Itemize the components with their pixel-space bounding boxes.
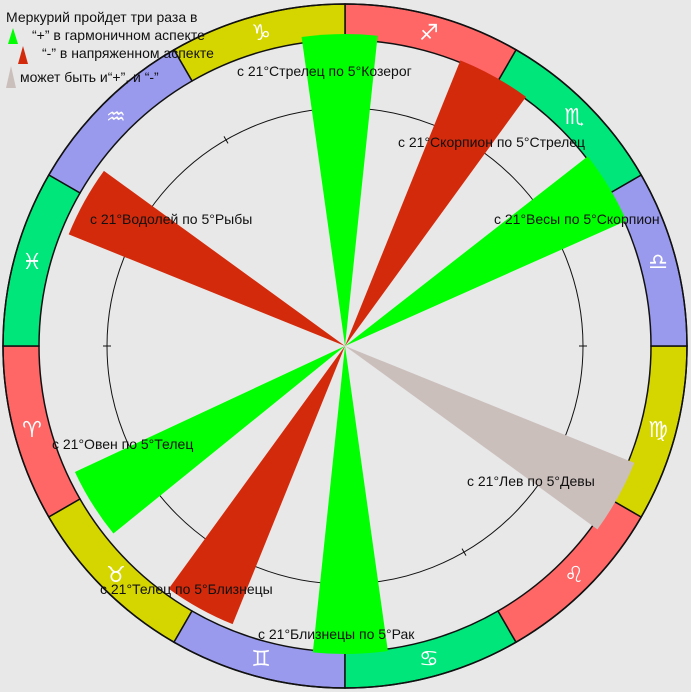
capricorn-icon: ♑ <box>251 21 271 46</box>
libra-icon: ♎ <box>648 250 668 275</box>
aries-icon: ♈ <box>22 418 42 443</box>
transit-wedges <box>68 34 635 654</box>
wedge-sagittarius-capricorn <box>301 34 378 347</box>
tick-mark <box>461 548 467 556</box>
label-scorpio-sagittarius: с 21°Скорпион по 5°Стрелец <box>398 134 585 150</box>
gemini-icon: ♊ <box>251 647 271 672</box>
label-libra-scorpio: с 21°Весы по 5°Скорпион <box>494 211 660 227</box>
wedge-aries-taurus <box>74 346 345 534</box>
wedge-gemini-cancer <box>312 346 388 654</box>
legend-minus: “-” в напряженном аспекте <box>6 44 214 64</box>
aquarius-icon: ♒ <box>106 105 126 130</box>
wedge-scorpio-sagittarius <box>345 60 527 347</box>
sagittarius-icon: ♐ <box>419 21 439 46</box>
legend-title: Меркурий пройдет три раза в <box>6 8 214 26</box>
legend-title-text: Меркурий пройдет три раза в <box>6 9 198 25</box>
cancer-icon: ♋ <box>419 647 439 672</box>
tick-mark <box>223 136 229 144</box>
label-leo-virgo: с 21°Лев по 5°Девы <box>467 473 595 489</box>
neutral-swatch-icon <box>6 66 16 88</box>
wedge-leo-virgo <box>345 346 635 530</box>
negative-swatch-icon <box>18 46 28 64</box>
wedge-aquarius-pisces <box>68 170 345 346</box>
label-gemini-cancer: с 21°Близнецы по 5°Рак <box>258 626 415 642</box>
scorpio-icon: ♏ <box>564 105 584 130</box>
virgo-icon: ♍ <box>648 418 668 443</box>
wedge-libra-scorpio <box>345 156 627 346</box>
legend-both: может быть и“+”, и “-” <box>6 66 214 88</box>
transit-labels: с 21°Стрелец по 5°Козерог с 21°Скорпион п… <box>52 63 660 642</box>
zodiac-ring: ♈ ♉ ♊ ♋ ♌ ♍ ♎ ♏ ♐ ♑ ♒ ♓ <box>2 3 688 689</box>
label-sagittarius-capricorn: с 21°Стрелец по 5°Козерог <box>237 63 412 79</box>
pisces-icon: ♓ <box>22 250 42 275</box>
legend-plus-text: “+” в гармоничном аспекте <box>32 27 205 43</box>
leo-icon: ♌ <box>564 563 584 588</box>
positive-swatch-icon <box>8 28 18 44</box>
legend-plus: “+” в гармоничном аспекте <box>6 26 214 44</box>
label-taurus-gemini: с 21°Телец по 5°Близнецы <box>100 581 273 597</box>
legend-minus-text: “-” в напряженном аспекте <box>42 45 214 61</box>
ring-outer-border <box>2 3 688 689</box>
legend-both-text: может быть и“+”, и “-” <box>20 69 159 85</box>
taurus-icon: ♉ <box>106 563 126 588</box>
legend: Меркурий пройдет три раза в “+” в гармон… <box>6 8 214 88</box>
label-aquarius-pisces: с 21°Водолей по 5°Рыбы <box>90 211 252 227</box>
wedge-taurus-gemini <box>168 346 345 625</box>
label-aries-taurus: с 21°Овен по 5°Телец <box>52 436 193 452</box>
